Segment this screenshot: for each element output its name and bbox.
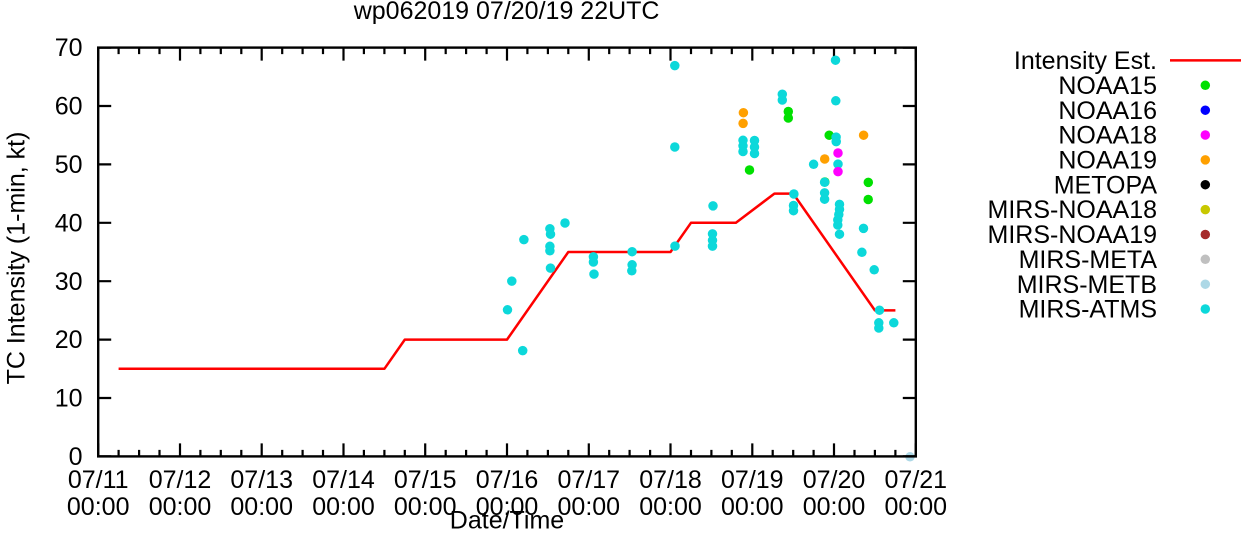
svg-text:00:00: 00:00 [312, 493, 375, 521]
svg-text:00:00: 00:00 [639, 493, 702, 521]
svg-text:00:00: 00:00 [394, 493, 457, 521]
svg-text:0: 0 [69, 443, 83, 471]
svg-text:NOAA15: NOAA15 [1058, 72, 1157, 100]
svg-text:07/20: 07/20 [803, 466, 866, 494]
svg-text:10: 10 [55, 385, 83, 413]
svg-text:00:00: 00:00 [721, 493, 784, 521]
svg-text:07/18: 07/18 [639, 466, 702, 494]
svg-text:00:00: 00:00 [803, 493, 866, 521]
svg-text:MIRS-META: MIRS-META [1019, 246, 1158, 274]
svg-text:00:00: 00:00 [67, 493, 130, 521]
svg-text:07/14: 07/14 [312, 466, 375, 494]
svg-text:00:00: 00:00 [558, 493, 621, 521]
svg-text:07/19: 07/19 [721, 466, 784, 494]
svg-text:07/15: 07/15 [394, 466, 457, 494]
svg-text:MIRS-ATMS: MIRS-ATMS [1019, 296, 1157, 324]
svg-text:07/13: 07/13 [230, 466, 293, 494]
svg-text:00:00: 00:00 [885, 493, 948, 521]
svg-text:07/16: 07/16 [476, 466, 539, 494]
svg-text:00:00: 00:00 [230, 493, 293, 521]
svg-text:MIRS-NOAA19: MIRS-NOAA19 [988, 221, 1157, 249]
svg-text:07/11: 07/11 [68, 466, 129, 494]
svg-text:MIRS-METB: MIRS-METB [1017, 271, 1157, 299]
svg-text:wp062019 07/20/19 22UTC: wp062019 07/20/19 22UTC [353, 0, 660, 25]
svg-text:TC Intensity (1-min, kt): TC Intensity (1-min, kt) [3, 132, 31, 385]
svg-text:60: 60 [55, 93, 83, 121]
svg-text:METOPA: METOPA [1054, 171, 1158, 199]
svg-text:20: 20 [55, 326, 83, 354]
svg-text:30: 30 [55, 268, 83, 296]
svg-text:07/12: 07/12 [149, 466, 212, 494]
svg-text:Intensity Est.: Intensity Est. [1014, 47, 1157, 75]
svg-text:07/17: 07/17 [558, 466, 621, 494]
svg-text:NOAA16: NOAA16 [1058, 97, 1157, 125]
svg-text:00:00: 00:00 [149, 493, 212, 521]
svg-text:Date/Time: Date/Time [450, 507, 564, 530]
svg-text:40: 40 [55, 209, 83, 237]
svg-text:70: 70 [55, 34, 83, 62]
svg-text:00:00: 00:00 [476, 493, 539, 521]
svg-text:NOAA19: NOAA19 [1058, 147, 1157, 175]
svg-text:07/21: 07/21 [885, 466, 948, 494]
svg-text:50: 50 [55, 151, 83, 179]
svg-text:MIRS-NOAA18: MIRS-NOAA18 [988, 196, 1157, 224]
svg-text:NOAA18: NOAA18 [1058, 122, 1157, 150]
